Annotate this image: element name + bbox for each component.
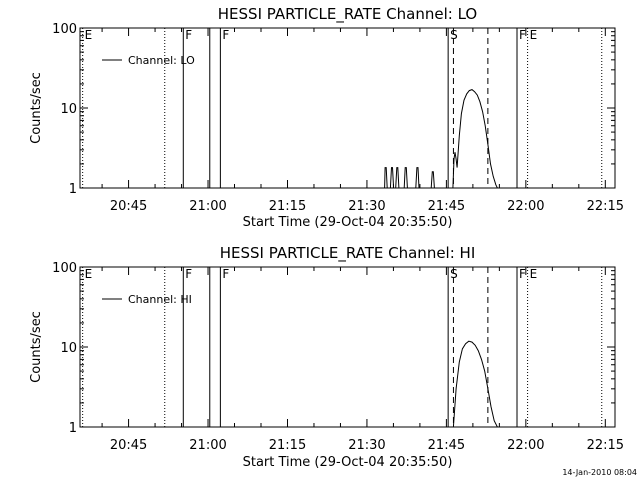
- legend-label: Channel: LO: [128, 54, 195, 67]
- x-axis-label: Start Time (29-Oct-04 20:35:50): [243, 215, 453, 230]
- x-tick-label: 21:45: [428, 438, 465, 453]
- marker-label: F: [185, 28, 192, 42]
- panels: HESSI PARTICLE_RATE Channel: LO 1 10 100 Cou…: [29, 5, 624, 470]
- y-tick-label: 100: [52, 261, 77, 276]
- chart-title: HESSI PARTICLE_RATE Channel: HI: [220, 244, 476, 263]
- x-tick-label: 21:00: [189, 199, 226, 214]
- x-tick-label: 21:15: [269, 438, 306, 453]
- x-tick-label: 20:45: [110, 438, 147, 453]
- y-axis-label: Counts/sec: [29, 72, 44, 144]
- marker-label: F: [519, 28, 526, 42]
- chart-title: HESSI PARTICLE_RATE Channel: LO: [218, 5, 477, 24]
- marker-label: S: [450, 267, 458, 281]
- marker-label: E: [85, 267, 93, 281]
- panel-lo: HESSI PARTICLE_RATE Channel: LO 1 10 100 Cou…: [29, 5, 624, 230]
- x-tick-label: 21:45: [428, 199, 465, 214]
- x-tick-label: 22:15: [587, 199, 624, 214]
- marker-label: F: [519, 267, 526, 281]
- y-tick-label: 1: [69, 182, 77, 197]
- y-axis-label: Counts/sec: [29, 311, 44, 383]
- y-tick-label: 10: [60, 102, 77, 117]
- x-axis-label: Start Time (29-Oct-04 20:35:50): [243, 455, 453, 470]
- marker-label: E: [530, 267, 538, 281]
- x-tick-label: 20:45: [110, 199, 147, 214]
- legend-label: Channel: HI: [128, 293, 192, 306]
- marker-label: F: [222, 28, 229, 42]
- series-line: [384, 89, 498, 189]
- x-tick-label: 22:00: [507, 199, 544, 214]
- x-tick-label: 21:30: [348, 438, 385, 453]
- y-tick-label: 1: [69, 421, 77, 436]
- x-tick-label: 21:15: [269, 199, 306, 214]
- x-tick-label: 21:30: [348, 199, 385, 214]
- marker-label: F: [185, 267, 192, 281]
- x-tick-label: 22:15: [587, 438, 624, 453]
- timestamp-stamp: 14-Jan-2010 08:04: [562, 468, 637, 477]
- panel-hi: HESSI PARTICLE_RATE Channel: HI 1 10 100 Cou…: [29, 244, 624, 470]
- marker-label: E: [530, 28, 538, 42]
- marker-label: F: [222, 267, 229, 281]
- x-tick-label: 22:00: [507, 438, 544, 453]
- y-tick-label: 100: [52, 22, 77, 37]
- marker-label: S: [450, 28, 458, 42]
- marker-label: E: [85, 28, 93, 42]
- x-tick-label: 21:00: [189, 438, 226, 453]
- series-line: [452, 340, 498, 428]
- y-tick-label: 10: [60, 341, 77, 356]
